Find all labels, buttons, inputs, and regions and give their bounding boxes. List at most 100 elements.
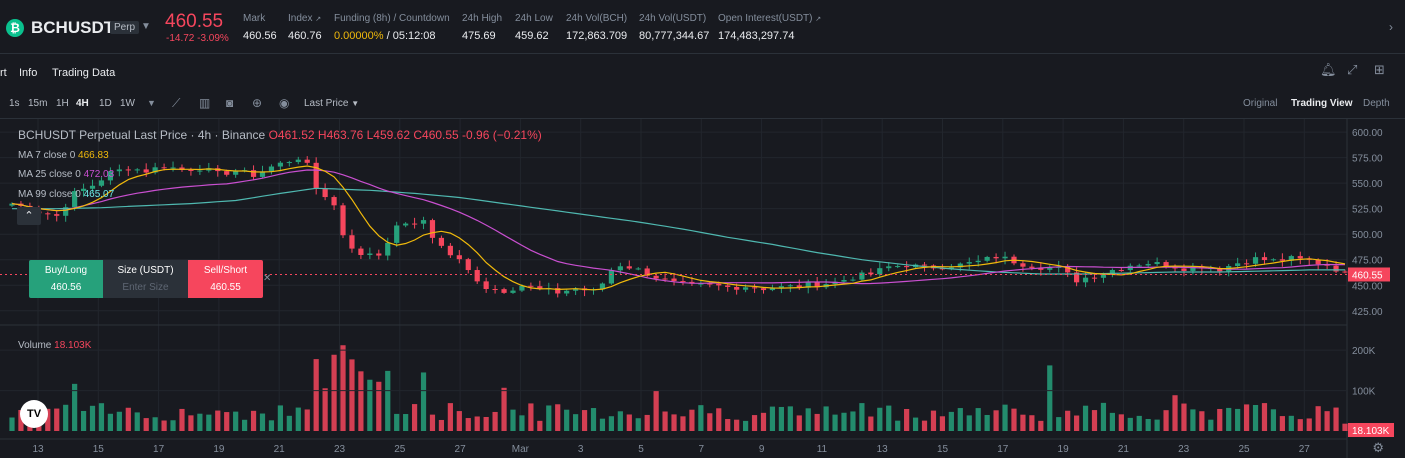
tab-chart[interactable]: rt bbox=[0, 67, 7, 79]
price-tick-label: 575.00 bbox=[1352, 154, 1383, 165]
volume-bar bbox=[1279, 416, 1285, 431]
sell-short-button[interactable]: Sell/Short 460.55 bbox=[188, 260, 263, 298]
interval-dropdown-icon[interactable]: ▼ bbox=[147, 98, 156, 108]
stat-label: Index ↗ bbox=[288, 13, 322, 24]
candle-body bbox=[644, 268, 650, 276]
volume-bar bbox=[617, 411, 623, 431]
volume-bar bbox=[841, 412, 847, 431]
time-tick-label: 23 bbox=[1178, 444, 1190, 455]
candle-body bbox=[1243, 263, 1250, 265]
chevron-right-icon[interactable]: › bbox=[1389, 20, 1393, 34]
candle-body bbox=[394, 225, 400, 243]
candle-body bbox=[859, 272, 865, 280]
view-depth[interactable]: Depth bbox=[1363, 98, 1390, 109]
caret-down-icon[interactable]: ▼ bbox=[141, 21, 151, 32]
volume-bar bbox=[197, 413, 203, 431]
volume-bar bbox=[367, 379, 373, 431]
price-chart[interactable]: 600.00 575.00 550.00 525.00 500.00 475.00 450.… bbox=[0, 118, 1405, 458]
volume-tick-label: 200K bbox=[1352, 346, 1376, 357]
interval-1d[interactable]: 1D bbox=[99, 98, 112, 109]
candle-body bbox=[72, 191, 78, 208]
candle-type-icon[interactable]: ▥ bbox=[199, 96, 211, 110]
bch-coin-icon: ₿ bbox=[6, 19, 24, 37]
volume-bar bbox=[635, 418, 641, 431]
volume-bar bbox=[98, 403, 105, 431]
candle-body bbox=[841, 280, 847, 282]
candle-body bbox=[420, 220, 427, 224]
expand-icon[interactable]: ⤢ bbox=[1347, 62, 1358, 77]
interval-1s[interactable]: 1s bbox=[9, 98, 20, 109]
gear-icon[interactable]: ⚙ bbox=[1372, 440, 1384, 455]
price-tick-label: 525.00 bbox=[1352, 205, 1383, 216]
candle-body bbox=[438, 237, 445, 246]
volume-bar bbox=[340, 345, 346, 431]
volume-bar bbox=[313, 359, 319, 431]
interval-1h[interactable]: 1H bbox=[56, 98, 69, 109]
volume-bar bbox=[1038, 420, 1044, 431]
volume-bar bbox=[760, 412, 767, 431]
candle-body bbox=[224, 171, 230, 175]
candle-body bbox=[993, 256, 999, 259]
volume-bar bbox=[698, 405, 704, 431]
grid-layout-icon[interactable]: ⊞ bbox=[1374, 62, 1385, 77]
volume-bar bbox=[662, 411, 668, 431]
bell-icon[interactable]: 🔔︎ bbox=[1320, 62, 1337, 77]
volume-bar bbox=[1261, 403, 1268, 431]
volume-bar bbox=[63, 404, 69, 431]
time-tick-label: 3 bbox=[578, 444, 584, 455]
price-tick-label: 450.00 bbox=[1352, 281, 1383, 292]
volume-bar bbox=[72, 383, 78, 431]
volume-bar bbox=[322, 388, 328, 431]
time-tick-label: Mar bbox=[512, 444, 530, 455]
indicator-chart-icon[interactable]: ⟋ bbox=[172, 96, 181, 110]
candle-body bbox=[54, 214, 60, 216]
volume-bar bbox=[1065, 410, 1071, 431]
candle-body bbox=[1172, 267, 1178, 269]
interval-1w[interactable]: 1W bbox=[120, 98, 135, 109]
candle-body bbox=[698, 283, 704, 285]
volume-bar bbox=[1011, 408, 1017, 431]
time-tick-label: 19 bbox=[1058, 444, 1070, 455]
tradingview-logo[interactable]: TV bbox=[20, 400, 48, 428]
tab-info[interactable]: Info bbox=[19, 67, 38, 79]
candle-body bbox=[1047, 267, 1053, 270]
view-trading-view[interactable]: Trading View bbox=[1291, 98, 1353, 109]
stat-open-interest[interactable]: Open Interest(USDT) ↗ 174,483,297.74 bbox=[718, 13, 821, 42]
volume-bar bbox=[349, 359, 355, 431]
collapse-legend-button[interactable]: ⌃ bbox=[17, 207, 41, 225]
view-original[interactable]: Original bbox=[1243, 98, 1278, 109]
stat-label: 24h High bbox=[462, 13, 503, 24]
volume-bar bbox=[832, 414, 838, 431]
candle-body bbox=[358, 248, 364, 256]
symbol-selector[interactable]: BCHUSDT bbox=[31, 18, 115, 37]
candle-body bbox=[966, 262, 972, 264]
candle-body bbox=[1297, 256, 1303, 259]
volume-bar bbox=[492, 411, 498, 431]
interval-15m[interactable]: 15m bbox=[28, 98, 48, 109]
candle-body bbox=[1181, 268, 1187, 271]
candle-body bbox=[1342, 271, 1348, 273]
candle-body bbox=[617, 266, 623, 271]
chart-canvas[interactable]: 600.00 575.00 550.00 525.00 500.00 475.00 450.… bbox=[0, 119, 1405, 458]
volume-bar bbox=[170, 420, 176, 431]
volume-bar bbox=[581, 410, 588, 431]
size-input[interactable]: Size (USDT) Enter Size bbox=[103, 260, 188, 298]
price-type-select[interactable]: Last Price ▼ bbox=[304, 98, 360, 109]
volume-bar bbox=[188, 415, 194, 431]
volume-bar bbox=[957, 408, 963, 431]
settings-icon[interactable]: ◉ bbox=[279, 96, 290, 110]
volume-bar bbox=[590, 408, 597, 431]
buy-long-button[interactable]: Buy/Long 460.56 bbox=[29, 260, 103, 298]
close-icon[interactable]: ✕ bbox=[263, 273, 272, 284]
tab-trading-data[interactable]: Trading Data bbox=[52, 67, 116, 79]
interval-4h[interactable]: 4H bbox=[76, 98, 89, 109]
stat-funding: Funding (8h) / Countdown 0.00000% / 05:1… bbox=[334, 13, 450, 42]
stat-index[interactable]: Index ↗ 460.76 bbox=[288, 13, 322, 42]
candle-body bbox=[626, 266, 632, 269]
volume-bar bbox=[429, 414, 436, 431]
add-indicator-icon[interactable]: ⊕ bbox=[252, 96, 263, 110]
candle-body bbox=[769, 288, 776, 291]
camera-icon[interactable]: ◙ bbox=[226, 96, 234, 110]
candle-body bbox=[89, 185, 96, 189]
candle-body bbox=[250, 170, 257, 177]
